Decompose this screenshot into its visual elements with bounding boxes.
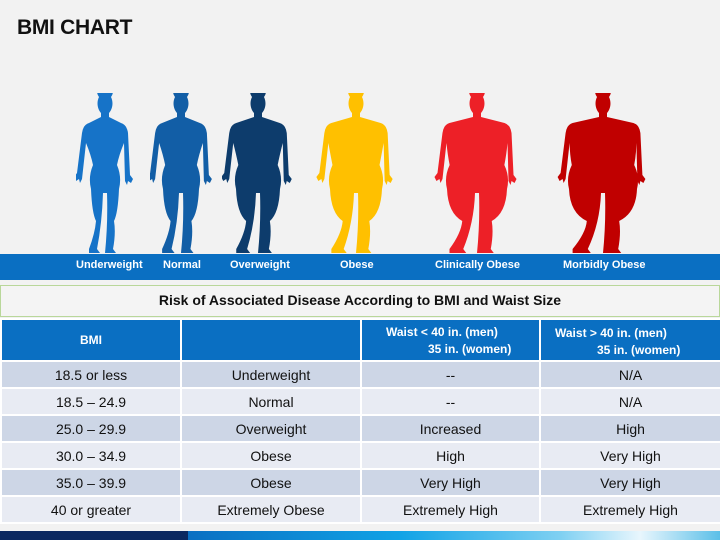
footer-bar-dark (0, 531, 188, 540)
figure-obese (316, 93, 393, 253)
table-header-row: BMI Waist < 40 in. (men) 35 in. (women) … (0, 318, 720, 362)
figure-clinically-obese (434, 93, 517, 253)
category-band: Underweight Normal Overweight Obese Clin… (0, 254, 720, 280)
cell-category: Extremely Obese (180, 495, 362, 524)
cell-waist-over: High (539, 414, 720, 443)
footer-bar-gradient (188, 531, 720, 540)
cell-waist-under: -- (360, 387, 541, 416)
cell-bmi: 25.0 – 29.9 (0, 414, 182, 443)
header-waist-under-line2: 35 in. (women) (428, 341, 512, 356)
cell-waist-over: Very High (539, 441, 720, 470)
figure-normal (150, 93, 212, 253)
header-waist-under-line1: Waist < 40 in. (men) (386, 324, 498, 339)
cell-waist-over: N/A (539, 387, 720, 416)
table-row: 18.5 or less Underweight -- N/A (0, 360, 720, 389)
table-caption-box: Risk of Associated Disease According to … (0, 285, 720, 317)
header-waist-over-line1: Waist > 40 in. (men) (555, 326, 667, 340)
label-underweight: Underweight (76, 259, 143, 271)
cell-category: Overweight (180, 414, 362, 443)
cell-category: Normal (180, 387, 362, 416)
cell-bmi: 18.5 – 24.9 (0, 387, 182, 416)
table-row: 18.5 – 24.9 Normal -- N/A (0, 387, 720, 416)
label-normal: Normal (163, 259, 201, 271)
cell-waist-under: Increased (360, 414, 541, 443)
table-row: 40 or greater Extremely Obese Extremely … (0, 495, 720, 524)
cell-waist-under: Very High (360, 468, 541, 497)
table-row: 35.0 – 39.9 Obese Very High Very High (0, 468, 720, 497)
body-figures (0, 85, 720, 255)
cell-waist-under: High (360, 441, 541, 470)
page-title: BMI CHART (17, 16, 133, 39)
header-waist-under: Waist < 40 in. (men) 35 in. (women) (360, 318, 541, 362)
figure-underweight (76, 93, 133, 253)
cell-bmi: 30.0 – 34.9 (0, 441, 182, 470)
figure-overweight (222, 93, 292, 253)
cell-category: Obese (180, 468, 362, 497)
header-waist-over: Waist > 40 in. (men) 35 in. (women) (539, 318, 720, 362)
label-clinically-obese: Clinically Obese (435, 259, 520, 271)
cell-waist-over: Extremely High (539, 495, 720, 524)
cell-bmi: 40 or greater (0, 495, 182, 524)
label-overweight: Overweight (230, 259, 290, 271)
figure-morbidly-obese (557, 93, 646, 253)
cell-bmi: 18.5 or less (0, 360, 182, 389)
table-row: 25.0 – 29.9 Overweight Increased High (0, 414, 720, 443)
header-category (180, 318, 362, 362)
cell-waist-over: Very High (539, 468, 720, 497)
table-row: 30.0 – 34.9 Obese High Very High (0, 441, 720, 470)
label-obese: Obese (340, 259, 374, 271)
cell-category: Underweight (180, 360, 362, 389)
bmi-risk-table: BMI Waist < 40 in. (men) 35 in. (women) … (0, 318, 720, 524)
cell-waist-under: Extremely High (360, 495, 541, 524)
header-bmi: BMI (0, 318, 182, 362)
header-waist-over-line2: 35 in. (women) (597, 343, 681, 357)
cell-waist-over: N/A (539, 360, 720, 389)
cell-waist-under: -- (360, 360, 541, 389)
cell-bmi: 35.0 – 39.9 (0, 468, 182, 497)
label-morbidly-obese: Morbidly Obese (563, 259, 646, 271)
table-caption: Risk of Associated Disease According to … (158, 292, 562, 308)
cell-category: Obese (180, 441, 362, 470)
